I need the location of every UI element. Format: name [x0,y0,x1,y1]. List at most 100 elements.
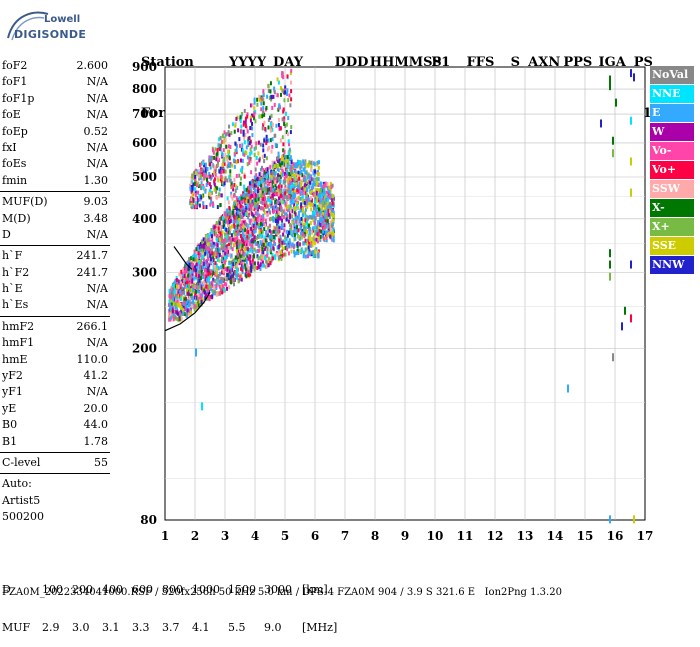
echo-point [212,277,215,282]
echo-point [187,273,190,278]
echo-point [309,190,312,195]
echo-point [209,294,212,299]
echo-point [183,311,186,316]
echo-point [220,216,223,221]
echo-point [208,162,211,167]
echo-point [188,257,191,262]
electron-density-profile [164,291,211,332]
echo-point [298,219,301,224]
echo-point [188,271,191,276]
echo-point [290,249,293,254]
echo-point [241,229,244,234]
echo-point [283,252,286,257]
echo-point [249,158,252,163]
echo-point [247,265,250,270]
echo-point [262,89,265,94]
echo-marker [600,119,602,128]
echo-point [255,173,258,178]
echo-point [308,252,311,257]
echo-point [210,234,213,239]
distance-cell: 1000 [192,583,220,596]
echo-point [191,178,194,183]
echo-point [198,263,201,268]
echo-point [270,95,273,100]
echo-point [319,209,322,214]
autoscaling-info: 500200 [2,510,44,524]
echo-point [280,218,283,223]
echo-point [271,122,274,127]
echo-point [302,254,305,259]
echo-point [195,273,198,278]
echo-point [238,217,241,222]
echo-point [318,213,321,218]
echo-point [243,242,246,247]
echo-point [181,273,184,278]
echo-point [203,163,206,168]
echo-point [298,174,301,179]
echo-point [201,264,204,269]
echo-point [254,241,257,246]
echo-point [281,172,284,177]
echo-point [276,252,279,257]
echo-point [277,80,280,85]
echo-point [262,101,265,106]
echo-point [245,236,248,241]
echo-point [288,194,291,199]
echo-point [190,256,193,261]
echo-point [332,238,335,243]
echo-point [262,148,265,153]
echo-point [202,275,205,280]
echo-point [265,264,268,269]
echo-point [282,109,285,114]
echo-point [284,252,287,257]
echo-point [249,221,252,226]
echo-point [190,301,193,306]
echo-point [266,204,269,209]
header-label-10: IGA [598,55,626,70]
echo-marker [630,157,632,166]
echo-point [223,259,226,264]
echo-point [304,159,307,164]
echo-point [240,168,243,173]
echo-point [268,223,271,228]
echo-point [196,266,199,271]
echo-point [191,204,194,209]
echo-point [290,97,293,102]
echo-point [257,151,260,156]
echo-point [296,190,299,195]
echo-point [245,151,248,156]
echo-point [278,196,281,201]
echo-point [238,229,241,234]
echo-point [280,250,283,255]
echo-point [193,295,196,300]
echo-point [267,88,270,93]
echo-point [283,98,286,103]
echo-point [324,181,327,186]
echo-point [194,275,197,280]
legend-item-vo-: Vo- [650,142,694,160]
echo-point [234,149,237,154]
echo-point [246,243,249,248]
echo-point [176,295,179,300]
echo-point [278,176,281,181]
echo-point [226,273,229,278]
echo-point [246,155,249,160]
echo-point [284,246,287,251]
echo-point [284,191,287,196]
echo-point [281,246,284,251]
echo-point [232,274,235,279]
echo-point [269,261,272,266]
echo-point [262,106,265,111]
echo-point [250,226,253,231]
echo-point [256,207,259,212]
echo-point [290,125,293,130]
echo-point [298,176,301,181]
echo-point [211,243,214,248]
echo-point [312,177,315,182]
echo-point [199,241,202,246]
echo-point [272,205,275,210]
echo-point [310,240,313,245]
echo-point [301,194,304,199]
echo-point [322,199,325,204]
header-label-8: AXN [528,55,561,70]
